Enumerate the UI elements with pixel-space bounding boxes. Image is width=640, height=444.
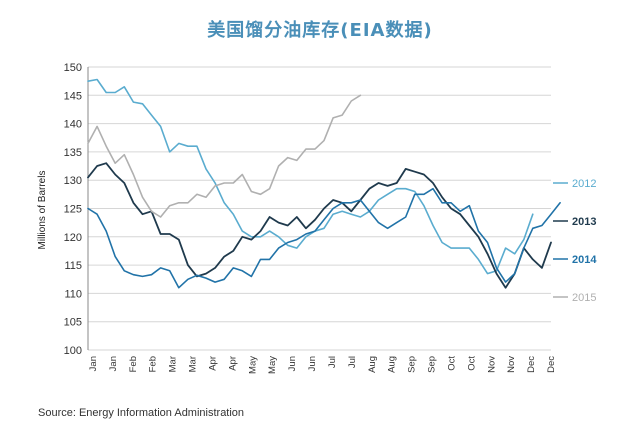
x-tick-label: Nov (486, 356, 497, 373)
y-tick-label: 105 (64, 317, 82, 329)
x-tick-label: Jun (287, 356, 298, 371)
grid (87, 66, 551, 351)
x-tick-label: Mar (188, 356, 199, 372)
x-tick-label: Oct (446, 356, 457, 371)
y-tick-label: 135 (64, 147, 82, 159)
x-tick-label: Feb (128, 356, 139, 372)
x-tick-label: Oct (466, 356, 477, 371)
series-line-2014 (87, 187, 561, 289)
y-tick-label: 125 (64, 204, 82, 216)
x-tick-label: May (267, 356, 278, 374)
x-tick-label: Jan (88, 356, 99, 371)
x-tick-label: Dec (546, 356, 557, 373)
y-tick-label: 110 (64, 288, 82, 300)
x-tick-label: Aug (387, 356, 398, 373)
x-tick-label: Jan (108, 356, 119, 371)
series-end-labels: 2012 2013 2014 2015 (553, 178, 597, 304)
x-tick-label: Jun (307, 356, 318, 371)
y-tick-label: 150 (64, 62, 82, 74)
x-tick-label: May (247, 356, 258, 374)
x-tick-label: Jul (347, 356, 358, 368)
series-label-2014: 2014 (572, 254, 597, 266)
x-tick-label: Sep (407, 356, 418, 373)
x-tick-label: Apr (207, 356, 218, 371)
x-tick-label: Aug (367, 356, 378, 373)
series-label-2013: 2013 (572, 216, 596, 228)
x-tick-label: Jul (327, 356, 338, 368)
series-lines (87, 78, 561, 289)
x-tick-label: Dec (526, 356, 537, 373)
y-axis-ticks: 100 105 110 115 120 125 130 135 140 145 150 (64, 62, 82, 357)
y-tick-label: 115 (64, 260, 82, 272)
source-note: Source: Energy Information Administratio… (38, 407, 245, 419)
series-label-2015: 2015 (572, 292, 596, 304)
y-tick-label: 120 (64, 232, 82, 244)
series-line-2012 (87, 78, 534, 275)
x-tick-label: Feb (148, 356, 159, 372)
y-axis-label: Millions of Barrels (37, 171, 48, 250)
chart-title: 美国馏分油库存(EIA数据) (207, 20, 433, 41)
y-tick-label: 100 (64, 345, 82, 357)
x-tick-label: Mar (168, 356, 179, 372)
series-label-2012: 2012 (572, 178, 596, 190)
x-tick-label: Apr (227, 356, 238, 371)
series-line-2013 (87, 162, 552, 289)
x-tick-label: Sep (427, 356, 438, 373)
y-tick-label: 145 (64, 90, 82, 102)
y-tick-label: 140 (64, 119, 82, 131)
series-line-2015 (87, 94, 362, 218)
x-axis-ticks: Jan Jan Feb Feb Mar Mar Apr Apr May May Jun Jun Jul J… (88, 356, 557, 374)
y-tick-label: 130 (64, 175, 82, 187)
x-tick-label: Nov (506, 356, 517, 373)
